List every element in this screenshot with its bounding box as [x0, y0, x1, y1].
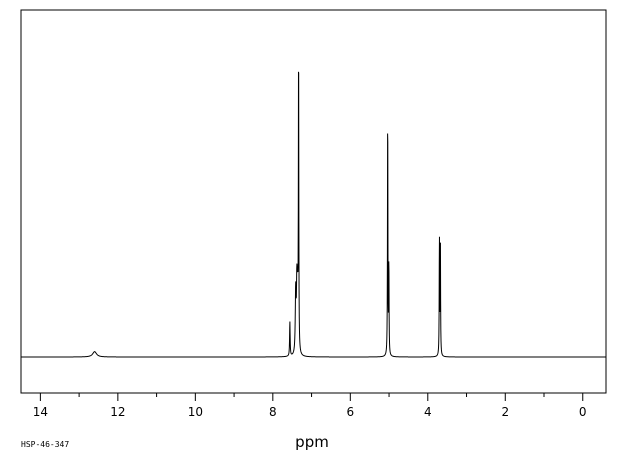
spectrum-trace — [21, 71, 606, 358]
x-tick-label: 6 — [346, 405, 354, 419]
x-tick-label: 2 — [501, 405, 509, 419]
x-tick-label: 8 — [269, 405, 277, 419]
x-tick-label: 14 — [33, 405, 48, 419]
x-tick-label: 0 — [579, 405, 587, 419]
x-axis: 14 12 10 8 6 4 2 0 — [33, 393, 587, 419]
x-tick-label: 4 — [424, 405, 432, 419]
sample-id-label: HSP-46-347 — [21, 440, 69, 449]
x-axis-title: ppm — [295, 433, 329, 451]
x-tick-label: 12 — [110, 405, 125, 419]
x-tick-label: 10 — [188, 405, 203, 419]
plot-frame — [20, 9, 607, 394]
